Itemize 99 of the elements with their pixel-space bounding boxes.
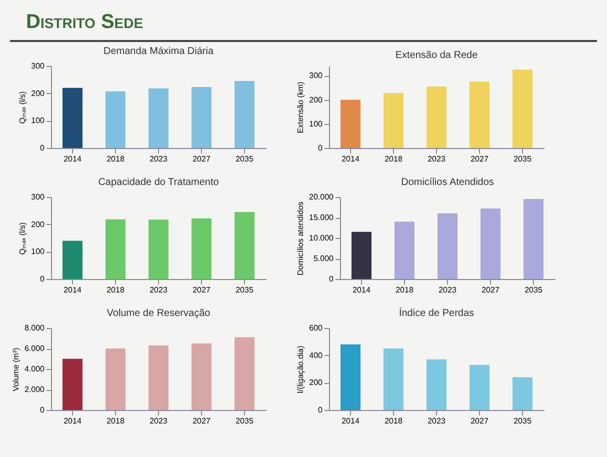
y-tick-label: 0: [40, 144, 46, 152]
bar: [234, 337, 254, 410]
x-tick-label: 2023: [428, 416, 446, 426]
bar: [106, 91, 126, 148]
bar: [426, 86, 446, 148]
bar: [480, 208, 500, 279]
x-tick-label: 2023: [150, 416, 168, 426]
y-tick-label: 2.000: [24, 385, 46, 394]
x-tick-label: 2027: [482, 286, 500, 294]
y-tick-label: 0: [40, 406, 46, 414]
bar: [524, 199, 544, 279]
bar: [512, 377, 532, 410]
x-tick-label: 2035: [236, 154, 254, 164]
bar: [192, 87, 212, 148]
y-tick-label: 15.000: [309, 213, 334, 222]
y-tick-label: 200: [31, 220, 46, 229]
bar: [192, 343, 212, 410]
x-tick-label: 2035: [514, 416, 532, 426]
x-tick-label: 2027: [192, 286, 211, 294]
y-tick-label: 200: [309, 378, 324, 388]
bar: [470, 364, 490, 410]
x-tick-label: 2027: [192, 416, 211, 426]
bar: [106, 348, 126, 410]
x-tick-label: 2018: [384, 416, 403, 426]
y-tick-label: 200: [309, 95, 324, 104]
x-tick-label: 2023: [150, 154, 168, 164]
bar: [470, 82, 490, 148]
bar: [512, 70, 532, 148]
x-tick-label: 2018: [396, 286, 414, 294]
y-tick-label: 200: [31, 88, 46, 98]
bar: [62, 88, 82, 148]
y-tick-label: 4.000: [24, 364, 46, 374]
bar: [192, 218, 212, 279]
bar: [148, 345, 168, 410]
text: Distrito Sede: [25, 11, 144, 35]
bar: [148, 220, 168, 279]
x-tick-label: 2035: [524, 286, 543, 294]
bar: [62, 240, 82, 279]
bar: [148, 88, 168, 148]
y-tick-label: 0: [329, 274, 334, 284]
y-axis-title: Domicílios atendidos: [296, 202, 306, 276]
y-tick-label: 300: [309, 71, 324, 80]
y-tick-label: 400: [309, 350, 324, 360]
x-tick-label: 2023: [428, 154, 446, 164]
x-tick-label: 2027: [470, 416, 489, 426]
bar: [438, 213, 458, 279]
bar: [62, 358, 82, 410]
y-axis-title: Extensão (km): [296, 81, 306, 134]
x-tick-label: 2014: [352, 286, 371, 294]
y-axis-title: l/(ligação.dia): [296, 345, 306, 394]
chart-title: Volume de Reservação: [106, 308, 211, 319]
chart-title: Demanda Máxima Diária: [103, 46, 214, 57]
y-axis-title: Qₘₐₓ (l/s): [18, 222, 28, 255]
y-tick-label: 300: [31, 192, 46, 202]
x-tick-label: 2018: [106, 286, 125, 294]
chart-title: Capacidade do Tratamento: [98, 177, 220, 188]
y-tick-label: 0: [318, 144, 324, 152]
x-tick-label: 2035: [514, 154, 532, 164]
chart-title: Índice de Perdas: [398, 307, 474, 319]
bar: [234, 212, 254, 279]
y-tick-label: 20.000: [309, 192, 334, 202]
bar: [340, 344, 360, 410]
x-tick-label: 2014: [64, 416, 82, 426]
bar: [384, 348, 404, 410]
bar: [394, 222, 414, 279]
chart-title: Domicílios Atendidos: [401, 177, 494, 188]
y-tick-label: 600: [309, 324, 324, 332]
y-axis-title: Volume (m³): [11, 347, 20, 392]
y-tick-label: 10.000: [309, 234, 334, 242]
x-tick-label: 2018: [106, 416, 125, 426]
bar: [426, 359, 446, 410]
bar: [340, 100, 360, 148]
bar: [106, 219, 126, 279]
y-tick-label: 8.000: [24, 324, 46, 332]
x-tick-label: 2035: [236, 286, 254, 294]
x-tick-label: 2027: [192, 154, 211, 164]
y-tick-label: 5.000: [313, 254, 334, 263]
y-tick-label: 300: [31, 62, 46, 70]
bar: [234, 81, 254, 148]
x-tick-label: 2014: [342, 154, 360, 164]
y-tick-label: 0: [40, 274, 46, 284]
x-tick-label: 2014: [64, 154, 82, 164]
chart-title: Extensão da Rede: [395, 50, 478, 61]
x-tick-label: 2027: [470, 154, 489, 164]
bar: [352, 232, 372, 279]
y-axis-title: Qₘₐₓ (l/s): [18, 90, 28, 124]
x-tick-label: 2035: [236, 416, 254, 426]
y-tick-label: 6.000: [24, 344, 46, 353]
y-tick-label: 0: [318, 406, 324, 414]
x-tick-label: 2014: [64, 286, 82, 294]
x-tick-label: 2018: [106, 154, 125, 164]
y-tick-label: 100: [309, 119, 324, 128]
bar: [384, 93, 404, 148]
y-tick-label: 100: [31, 247, 46, 256]
y-tick-label: 100: [31, 116, 46, 126]
x-tick-label: 2023: [438, 286, 457, 294]
x-tick-label: 2018: [384, 154, 403, 164]
x-tick-label: 2014: [342, 416, 360, 426]
x-tick-label: 2023: [150, 286, 168, 294]
